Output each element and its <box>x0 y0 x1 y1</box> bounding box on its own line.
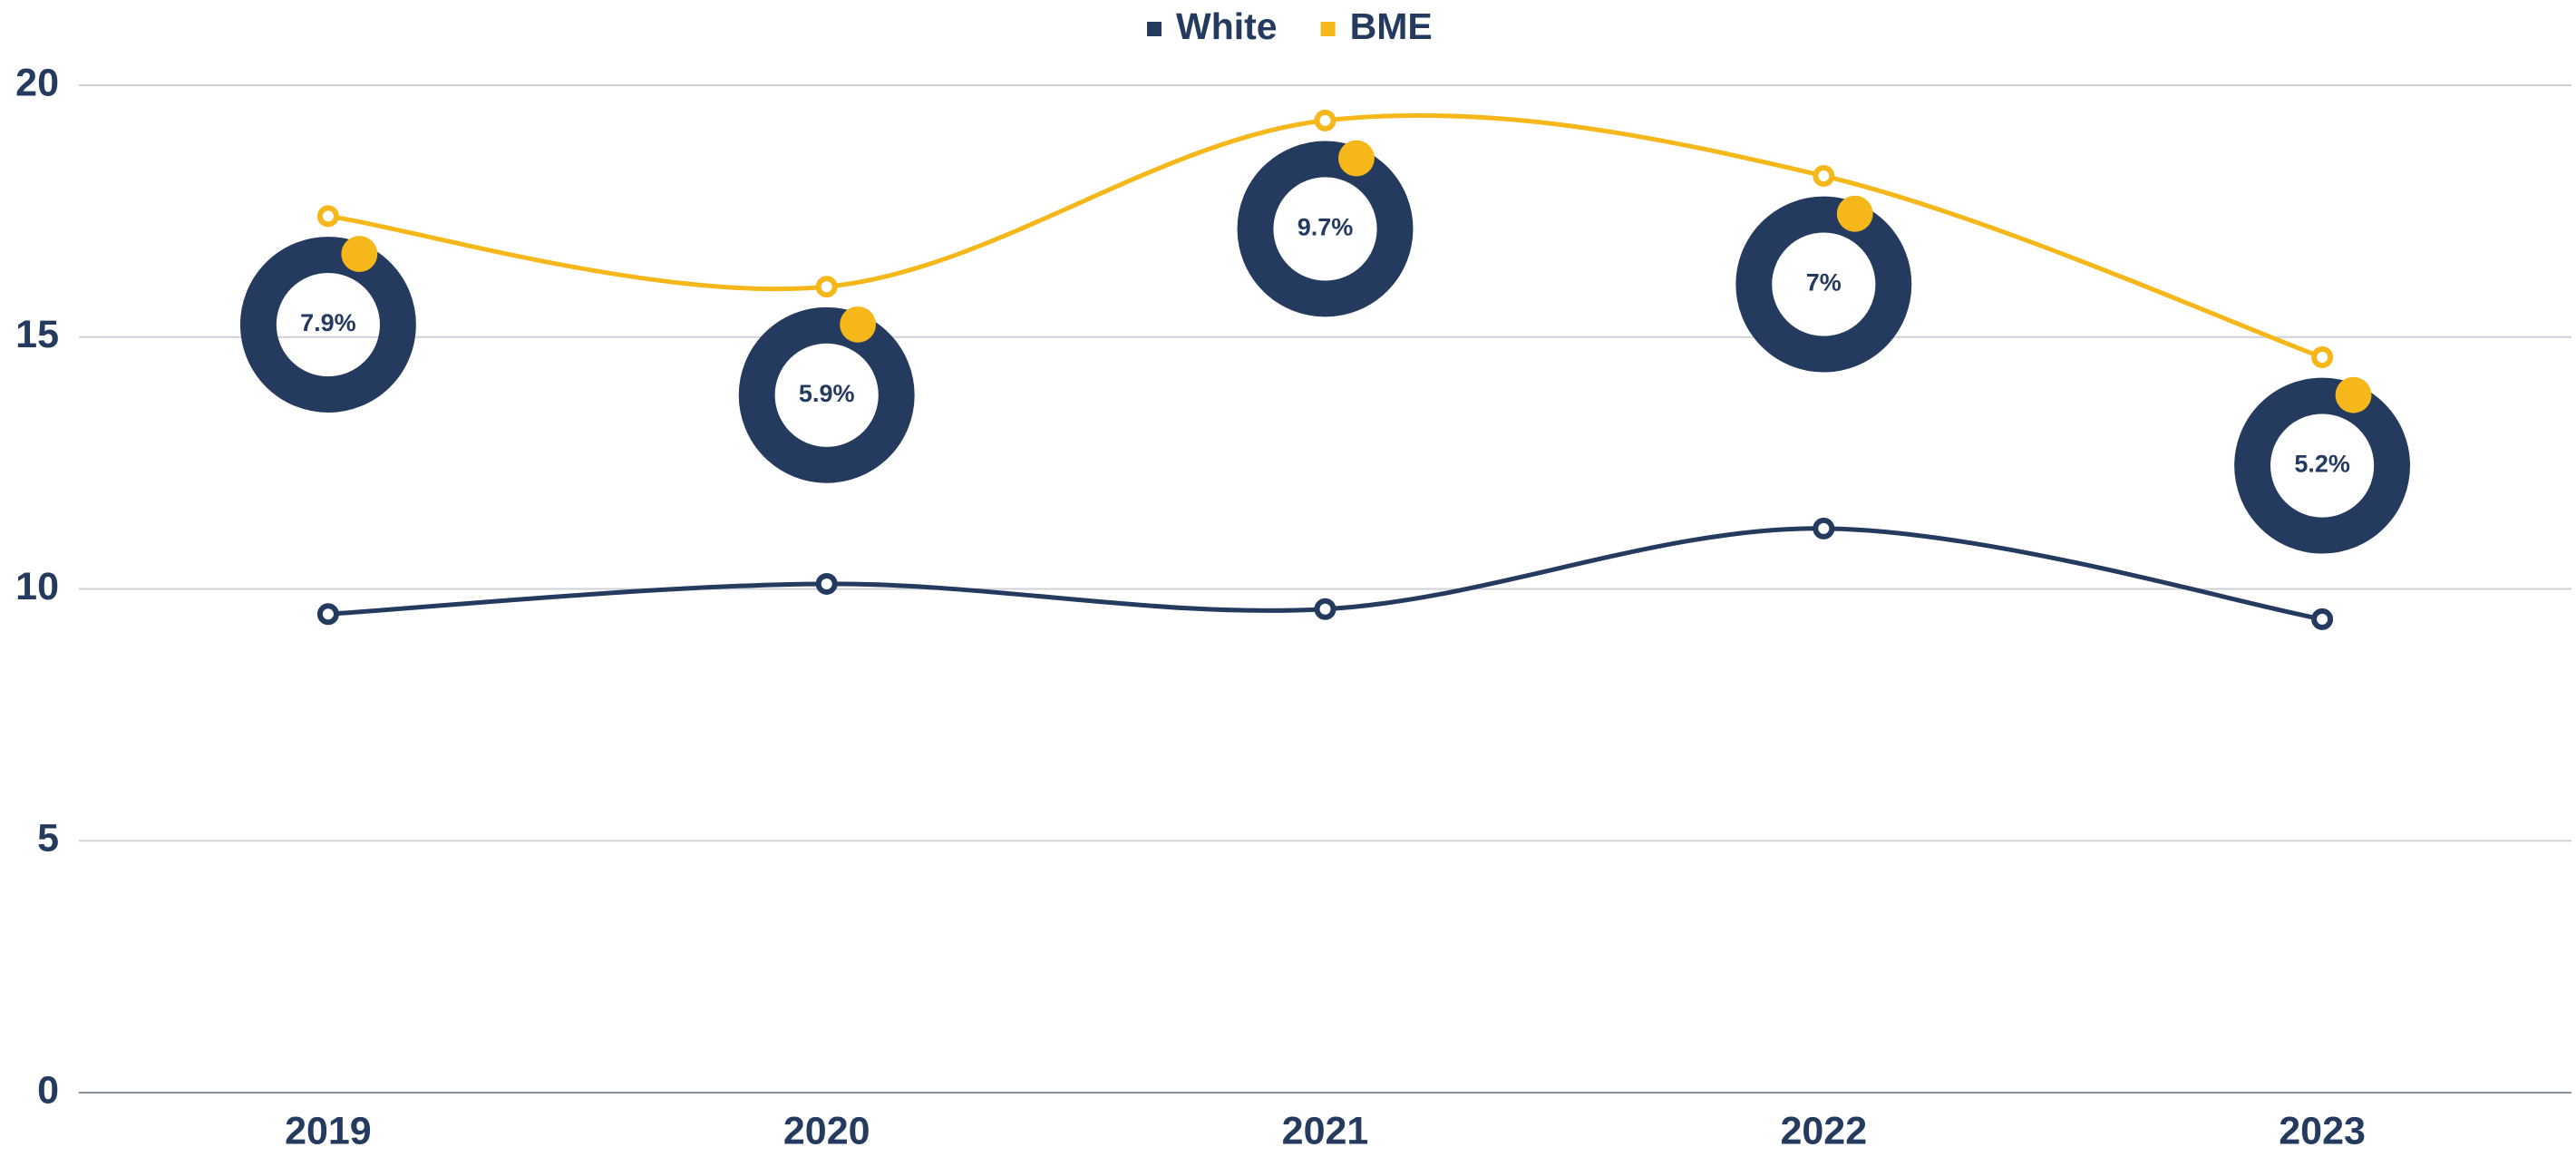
x-tick-label: 2023 <box>2279 1109 2366 1152</box>
data-point <box>2311 345 2334 368</box>
annotation-label: 9.7% <box>1298 214 1354 241</box>
x-tick-label: 2022 <box>1780 1109 1867 1152</box>
annotation-donut <box>1237 141 1414 317</box>
y-tick-label: 5 <box>37 817 59 860</box>
data-point <box>1314 109 1337 131</box>
annotation-dot <box>341 236 378 273</box>
data-point <box>1813 164 1835 187</box>
data-point <box>1813 517 1835 540</box>
y-tick-label: 15 <box>15 313 59 356</box>
y-tick-label: 0 <box>37 1068 59 1112</box>
data-point <box>815 572 838 595</box>
x-tick-label: 2021 <box>1282 1109 1369 1152</box>
data-point <box>1314 598 1337 620</box>
annotation-donut <box>239 237 416 413</box>
annotation-dot <box>1337 140 1375 177</box>
legend-label: White <box>1176 5 1278 47</box>
x-tick-label: 2020 <box>783 1109 870 1152</box>
data-point <box>815 276 838 298</box>
data-point <box>316 603 339 626</box>
annotation-donut <box>738 306 915 483</box>
legend-swatch <box>1147 22 1162 36</box>
annotation-label: 5.9% <box>799 380 855 407</box>
annotation-donut <box>1735 196 1912 373</box>
annotation-label: 7.9% <box>300 309 356 336</box>
x-tick-label: 2019 <box>285 1109 372 1152</box>
y-tick-label: 10 <box>15 565 59 608</box>
annotation-label: 5.2% <box>2294 451 2350 478</box>
legend-swatch <box>1320 22 1336 36</box>
annotation-dot <box>2335 376 2372 413</box>
annotation-dot <box>840 306 877 343</box>
annotation-dot <box>1836 195 1873 232</box>
legend: White BME <box>1147 5 1433 47</box>
annotation-label: 7% <box>1806 269 1842 297</box>
annotation-donut <box>2234 377 2411 554</box>
legend-label: BME <box>1350 5 1433 47</box>
data-point <box>316 205 339 228</box>
y-tick-label: 20 <box>15 61 59 104</box>
data-point <box>2311 608 2334 630</box>
